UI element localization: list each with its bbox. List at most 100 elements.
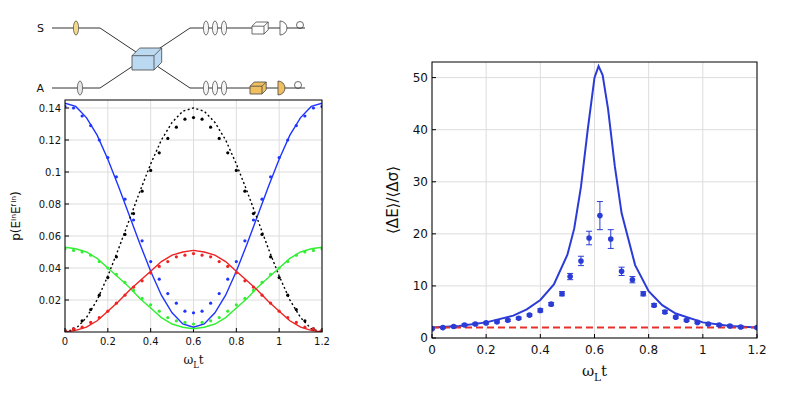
data-point	[98, 294, 101, 297]
data-point	[218, 316, 221, 319]
tick	[702, 334, 703, 338]
y-axis-label: ⟨ΔE⟩/⟨Δσ⟩	[384, 166, 402, 234]
data-point	[192, 116, 195, 119]
data-point	[269, 273, 272, 276]
optic	[212, 21, 217, 35]
tick	[236, 328, 237, 332]
data-point	[141, 190, 144, 193]
data-point	[72, 249, 75, 252]
error-bar	[597, 202, 603, 230]
crystal-edge	[252, 22, 268, 34]
tick-label: 0	[428, 343, 436, 357]
grid-line	[65, 300, 322, 301]
tick-label: 0.8	[639, 343, 658, 357]
data-point	[158, 151, 161, 154]
series-line	[65, 108, 322, 332]
crystal-edge	[250, 82, 266, 94]
data-point	[295, 321, 298, 324]
tick-label: 0.8	[228, 336, 244, 347]
error-bar	[559, 292, 565, 296]
plot-frame	[65, 100, 322, 332]
data-point	[673, 314, 679, 320]
data-point	[226, 278, 229, 281]
data-point	[106, 276, 109, 279]
data-point	[295, 308, 298, 311]
data-point	[81, 250, 84, 253]
data-point	[527, 312, 533, 318]
tick-label: 0.02	[39, 295, 61, 306]
data-point	[695, 320, 701, 326]
tick-label: 1.2	[314, 336, 330, 347]
error-bar	[586, 231, 592, 245]
data-point	[218, 260, 221, 263]
grid-line	[432, 129, 757, 130]
data-point	[200, 310, 203, 313]
data-point	[72, 327, 75, 330]
detector	[278, 81, 285, 95]
data-point	[483, 320, 489, 326]
data-point	[516, 315, 522, 321]
data-point	[149, 303, 152, 306]
data-point	[166, 316, 169, 319]
data-point	[451, 324, 457, 330]
tick-label: 30	[413, 175, 428, 189]
data-point	[158, 265, 161, 268]
data-point	[209, 302, 212, 305]
data-point	[226, 265, 229, 268]
data-point	[183, 321, 186, 324]
tick-label: 50	[413, 71, 428, 85]
data-point	[192, 322, 195, 325]
tick-label: 0.1	[45, 167, 61, 178]
data-point	[278, 266, 281, 269]
x-axis-label-part: ω	[183, 353, 193, 367]
figure: SA00.20.40.60.811.20.020.040.060.080.10.…	[0, 0, 800, 394]
data-point	[192, 311, 195, 314]
tick-label: 0.04	[39, 263, 61, 274]
data-point	[149, 260, 152, 263]
tick	[648, 334, 649, 338]
tick-label: 0.2	[477, 343, 496, 357]
tick-label: 0.6	[186, 336, 202, 347]
beam	[100, 28, 190, 88]
data-point	[226, 151, 229, 154]
tick	[432, 181, 436, 182]
grid-line	[432, 181, 757, 182]
grid-line	[702, 62, 703, 338]
data-point	[243, 190, 246, 193]
data-point	[235, 271, 238, 274]
port-label: S	[37, 22, 44, 35]
data-point	[81, 326, 84, 329]
data-point	[89, 321, 92, 324]
data-point	[662, 309, 668, 315]
data-point	[252, 212, 255, 215]
data-point	[132, 212, 135, 215]
tick	[65, 236, 69, 237]
data-point	[166, 292, 169, 295]
data-point	[260, 233, 263, 236]
data-point	[183, 310, 186, 313]
tick	[65, 140, 69, 141]
data-point	[106, 310, 109, 313]
data-point	[141, 279, 144, 282]
data-point	[738, 324, 744, 330]
grid-line	[648, 62, 649, 338]
tick-label: 1.2	[747, 343, 766, 357]
plot-frame	[432, 62, 757, 338]
data-point	[89, 254, 92, 257]
data-point	[123, 294, 126, 297]
port-label: A	[36, 82, 44, 95]
data-point	[278, 156, 281, 159]
data-point	[141, 239, 144, 242]
data-point	[312, 327, 315, 330]
data-point	[149, 271, 152, 274]
data-point	[252, 289, 255, 292]
data-point	[209, 255, 212, 258]
data-point	[200, 118, 203, 121]
data-point	[235, 260, 238, 263]
data-point	[183, 118, 186, 121]
data-point	[312, 106, 315, 109]
tick	[540, 334, 541, 338]
data-point	[567, 274, 573, 280]
data-point	[123, 233, 126, 236]
data-point	[260, 198, 263, 201]
